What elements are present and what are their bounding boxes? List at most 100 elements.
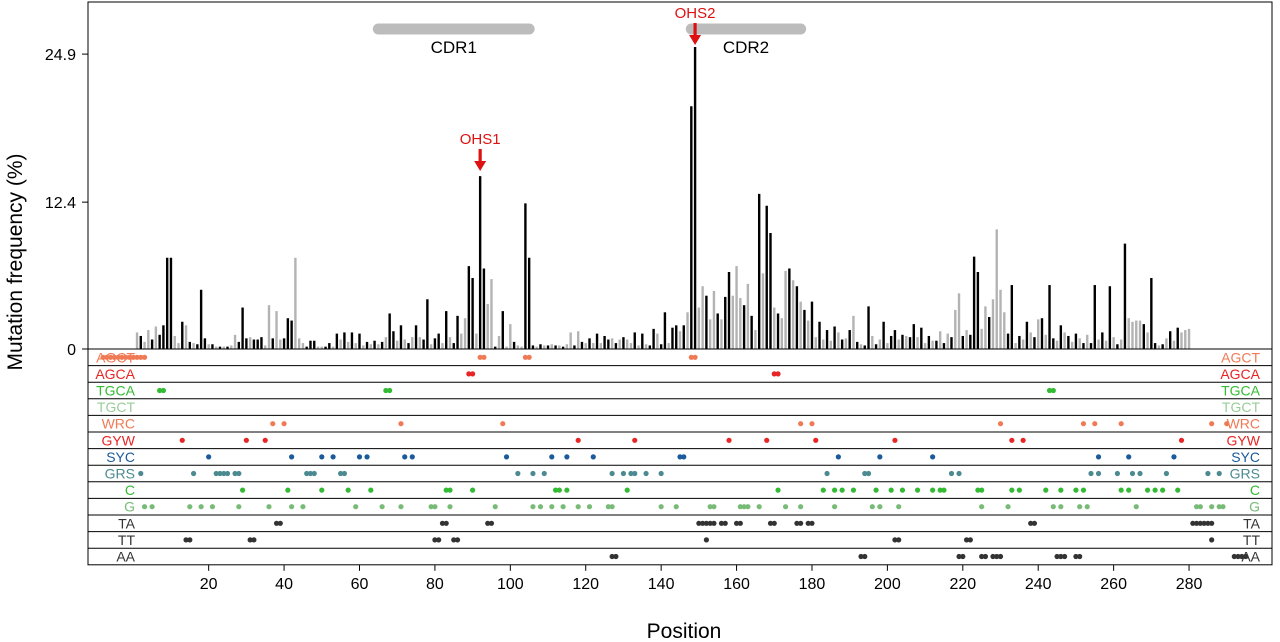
motif-dot [990, 553, 996, 560]
motif-dot [632, 470, 638, 477]
motif-dot [711, 504, 717, 510]
motif-dot [1160, 487, 1166, 493]
motif-dot [1209, 537, 1215, 543]
motif-dot [1073, 553, 1079, 560]
motif-dot [726, 437, 732, 443]
motif-dot [1062, 553, 1068, 560]
motif-dot [402, 454, 408, 460]
motif-dot [967, 537, 973, 543]
motif-dot [187, 537, 193, 543]
motif-dot [658, 504, 664, 510]
motif-dot [383, 387, 389, 394]
motif-dot [782, 504, 789, 510]
motif-dot [270, 421, 276, 427]
motif-dot [1092, 421, 1098, 427]
x-tick-label: 40 [275, 576, 293, 593]
motif-dot [190, 470, 197, 477]
motif-dot [862, 470, 868, 477]
motif-dot [141, 504, 148, 510]
track-label-right: WRC [1227, 416, 1260, 432]
x-axis: 20 40 60 80 100 120 140 160 180 200 220 240 260 280 [200, 564, 1202, 593]
motif-dot [609, 504, 615, 510]
motif-dot [767, 520, 774, 526]
track-label-left: AGCA [95, 366, 135, 382]
motif-dot [300, 504, 306, 510]
motif-dot [1077, 504, 1083, 510]
motif-dot [1197, 504, 1203, 510]
motif-dot [1216, 470, 1222, 477]
motif-dot [1005, 504, 1011, 510]
motif-dot [1171, 454, 1177, 460]
motif-dot [1080, 421, 1087, 427]
motif-dot [756, 504, 762, 510]
track-label-right: G [1249, 499, 1260, 515]
motif-dot [1144, 487, 1151, 493]
motif-dot [236, 470, 242, 477]
motif-dot [447, 487, 453, 493]
motif-dot [1243, 553, 1249, 560]
motif-dot [877, 454, 883, 460]
y-tick-label: 12.4 [45, 195, 76, 212]
track-label-right: TGCT [1222, 399, 1261, 415]
motif-dot [798, 504, 804, 510]
track-label-left: SYC [106, 449, 135, 465]
motif-dot [1114, 470, 1121, 477]
motif-dot [304, 470, 310, 477]
motif-dot [217, 470, 223, 477]
motif-dot [466, 371, 472, 377]
track-label-left: WRC [102, 416, 135, 432]
hotspot-arrow-head [689, 35, 702, 45]
y-tick-label: 0 [67, 342, 76, 359]
motif-dot [586, 504, 593, 510]
motif-dot [982, 553, 989, 560]
motif-dot [526, 354, 532, 360]
motif-dot [454, 537, 461, 543]
x-tick-label: 240 [1025, 576, 1052, 593]
motif-dot [503, 454, 510, 460]
motif-dot [1163, 470, 1170, 477]
motif-dot [1084, 504, 1090, 510]
motif-dot [809, 520, 815, 526]
motif-dot [1031, 520, 1038, 526]
motif-dot [831, 487, 838, 493]
motif-dot [620, 470, 627, 477]
motif-dot [239, 487, 246, 493]
track-label-right: TT [1243, 532, 1261, 548]
motif-dot [605, 504, 611, 510]
motif-dot [1077, 553, 1083, 560]
motif-dot [628, 470, 634, 477]
motif-dot [1050, 504, 1056, 510]
motif-dot [436, 537, 442, 543]
motif-dot [696, 520, 702, 526]
motif-dot [956, 470, 962, 477]
motif-dot [865, 470, 872, 477]
motif-dot [869, 504, 875, 510]
x-tick-label: 80 [426, 576, 444, 593]
motif-dot [960, 553, 966, 560]
track-label-left: C [125, 482, 135, 498]
motif-dot [798, 421, 804, 427]
motif-dot [522, 354, 529, 360]
motif-dot [1190, 520, 1196, 526]
motif-dot [1235, 553, 1241, 560]
motif-dot [262, 437, 268, 443]
motif-dot [896, 504, 902, 510]
track-label-right: C [1250, 482, 1260, 498]
motif-dot [632, 437, 638, 443]
x-tick-label: 200 [874, 576, 901, 593]
motif-dot [1209, 421, 1215, 427]
motif-dot [379, 504, 385, 510]
motif-dot [451, 537, 457, 543]
motif-dot [341, 470, 348, 477]
motif-dot [707, 504, 713, 510]
motif-dot [979, 504, 985, 510]
motif-dot [997, 553, 1004, 560]
motif-dot [541, 470, 547, 477]
motif-dot [138, 354, 144, 360]
hotspot-markers: OHS1 OHS2 [460, 5, 716, 171]
y-tick-label: 24.9 [45, 47, 76, 64]
motif-dot [711, 520, 717, 526]
motif-dot [530, 470, 536, 477]
motif-dot [877, 504, 883, 510]
motif-dot [149, 504, 155, 510]
